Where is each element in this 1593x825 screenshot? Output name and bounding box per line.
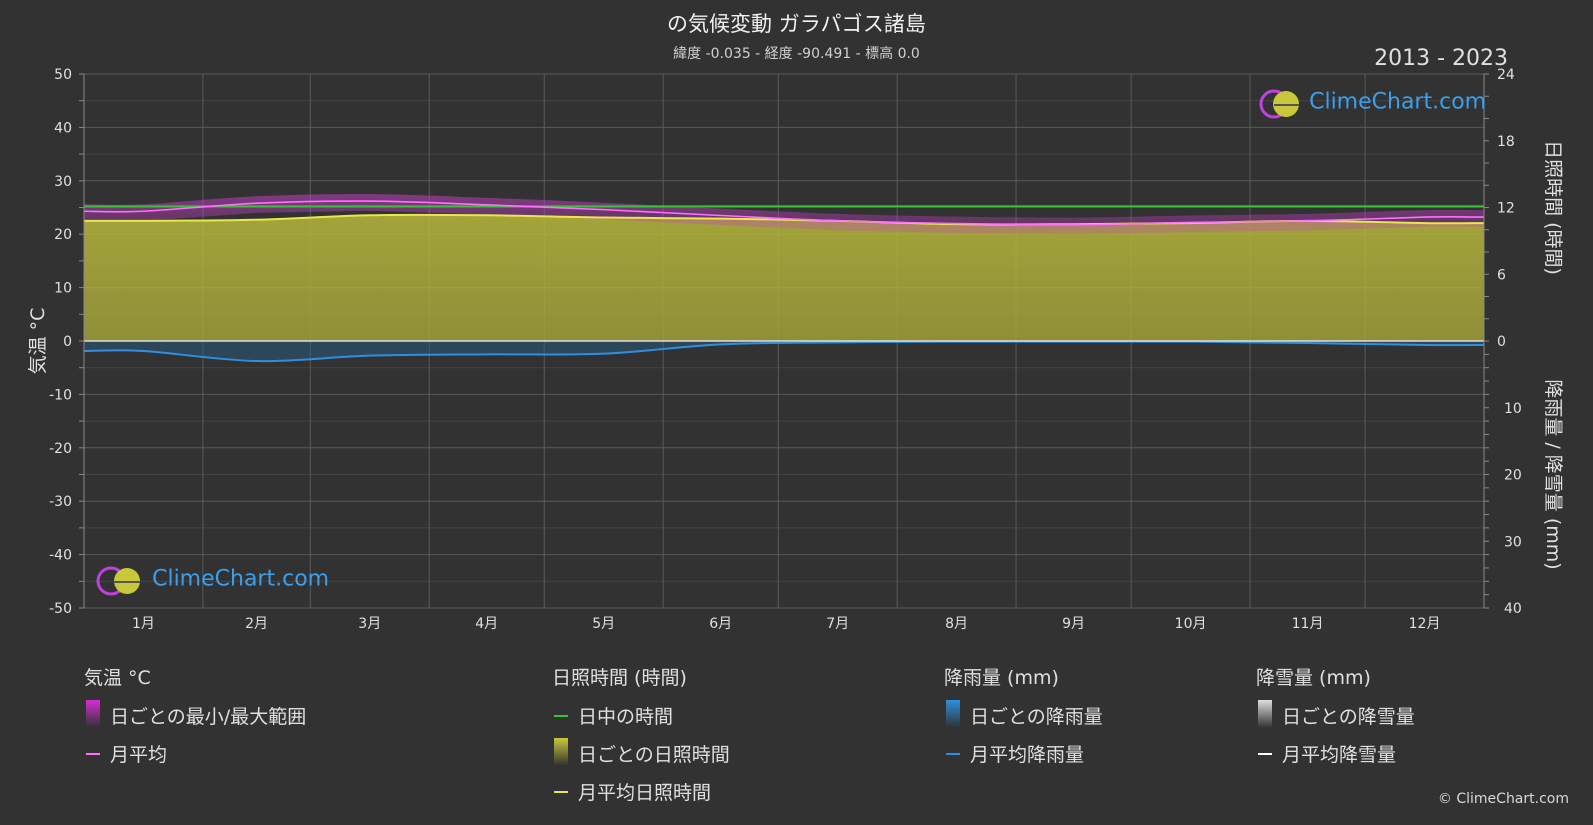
right-tick-label: 18 — [1497, 134, 1515, 150]
legend-group-title: 降雨量 (mm) — [944, 667, 1059, 689]
legend-group-title: 日照時間 (時間) — [552, 667, 687, 689]
climate-chart: 50 40 30 20 10 0 -10 -20 -30 -40 -50 24 18 12 6 0 10 20 30… — [27, 67, 1564, 632]
logo-text: ClimeChart.com — [1309, 89, 1487, 115]
chart-title: の気候変動 ガラパゴス諸島 — [667, 12, 926, 36]
temperature-mean-line — [83, 200, 1485, 226]
left-tick-label: 50 — [54, 67, 72, 83]
left-tick-label: 10 — [54, 281, 72, 297]
month-label: 5月 — [592, 616, 615, 632]
month-label: 11月 — [1292, 616, 1324, 632]
legend-swatch-line — [554, 715, 568, 717]
legend-swatch-line — [554, 791, 568, 793]
legend-item-label: 月平均降雨量 — [970, 744, 1085, 766]
legend-item-label: 月平均降雪量 — [1282, 744, 1397, 766]
month-label: 9月 — [1062, 616, 1085, 632]
right-tick-label: 6 — [1497, 267, 1506, 283]
right-tick-label: 0 — [1497, 334, 1506, 350]
legend-item-label: 日ごとの降雪量 — [1282, 706, 1415, 728]
legend-swatch-box — [554, 738, 568, 766]
legend-swatch-line — [1258, 753, 1272, 755]
left-tick-label: 0 — [63, 334, 72, 350]
logo-text: ClimeChart.com — [152, 566, 330, 592]
rain-area — [84, 341, 1484, 362]
logo-top[interactable]: ClimeChart.com — [1258, 88, 1486, 120]
copyright: © ClimeChart.com — [1437, 791, 1569, 807]
right-top-axis-title: 日照時間 (時間) — [1542, 140, 1564, 275]
month-label: 10月 — [1175, 616, 1207, 632]
legend-item-label: 日ごとの降雨量 — [970, 706, 1103, 728]
legend-item-label: 月平均 — [110, 744, 168, 766]
month-label: 3月 — [358, 616, 381, 632]
left-tick-label: 30 — [54, 174, 72, 190]
left-tick-label: -20 — [49, 441, 72, 457]
right-tick-label: 30 — [1504, 534, 1522, 550]
left-tick-label: -50 — [49, 601, 72, 617]
right-tick-label: 20 — [1504, 468, 1522, 484]
logo-bottom[interactable]: ClimeChart.com — [95, 565, 329, 597]
year-range: 2013 - 2023 — [1374, 46, 1508, 71]
sunshine-area — [84, 214, 1484, 341]
left-tick-label: 20 — [54, 227, 72, 243]
right-tick-label: 24 — [1497, 67, 1515, 83]
month-label: 6月 — [709, 616, 732, 632]
month-label: 7月 — [826, 616, 849, 632]
legend-swatch-line — [86, 753, 100, 755]
legend-swatch-line — [946, 753, 960, 755]
legend-group-title: 気温 °C — [84, 667, 151, 689]
rain-mean-line — [83, 340, 1485, 363]
left-tick-label: 40 — [54, 120, 72, 136]
logo-icon — [1259, 89, 1299, 119]
legend-swatch-box — [1258, 700, 1272, 728]
month-label: 12月 — [1409, 616, 1441, 632]
chart-subtitle: 緯度 -0.035 - 経度 -90.491 - 標高 0.0 — [673, 46, 920, 62]
right-tick-label: 40 — [1504, 601, 1522, 617]
month-label: 4月 — [475, 616, 498, 632]
right-bottom-axis-title: 降雨量 / 降雪量 (mm) — [1542, 379, 1564, 569]
logo-icon — [96, 566, 140, 596]
left-tick-label: -10 — [49, 387, 72, 403]
legend-group-title: 降雪量 (mm) — [1256, 667, 1371, 689]
left-axis-title: 気温 °C — [27, 308, 49, 375]
legend-swatch-box — [946, 700, 960, 728]
left-tick-label: -40 — [49, 548, 72, 564]
month-label: 1月 — [132, 616, 155, 632]
legend-swatch-box — [86, 700, 100, 728]
legend-item-label: 日ごとの最小/最大範囲 — [110, 706, 307, 728]
month-label: 2月 — [245, 616, 268, 632]
right-tick-label: 12 — [1497, 201, 1515, 217]
legend-item-label: 日ごとの日照時間 — [578, 744, 730, 766]
legend-item-label: 月平均日照時間 — [578, 782, 712, 804]
legend-item-label: 日中の時間 — [578, 706, 674, 728]
right-tick-label: 10 — [1504, 401, 1522, 417]
left-tick-label: -30 — [49, 494, 72, 510]
month-label: 8月 — [945, 616, 968, 632]
